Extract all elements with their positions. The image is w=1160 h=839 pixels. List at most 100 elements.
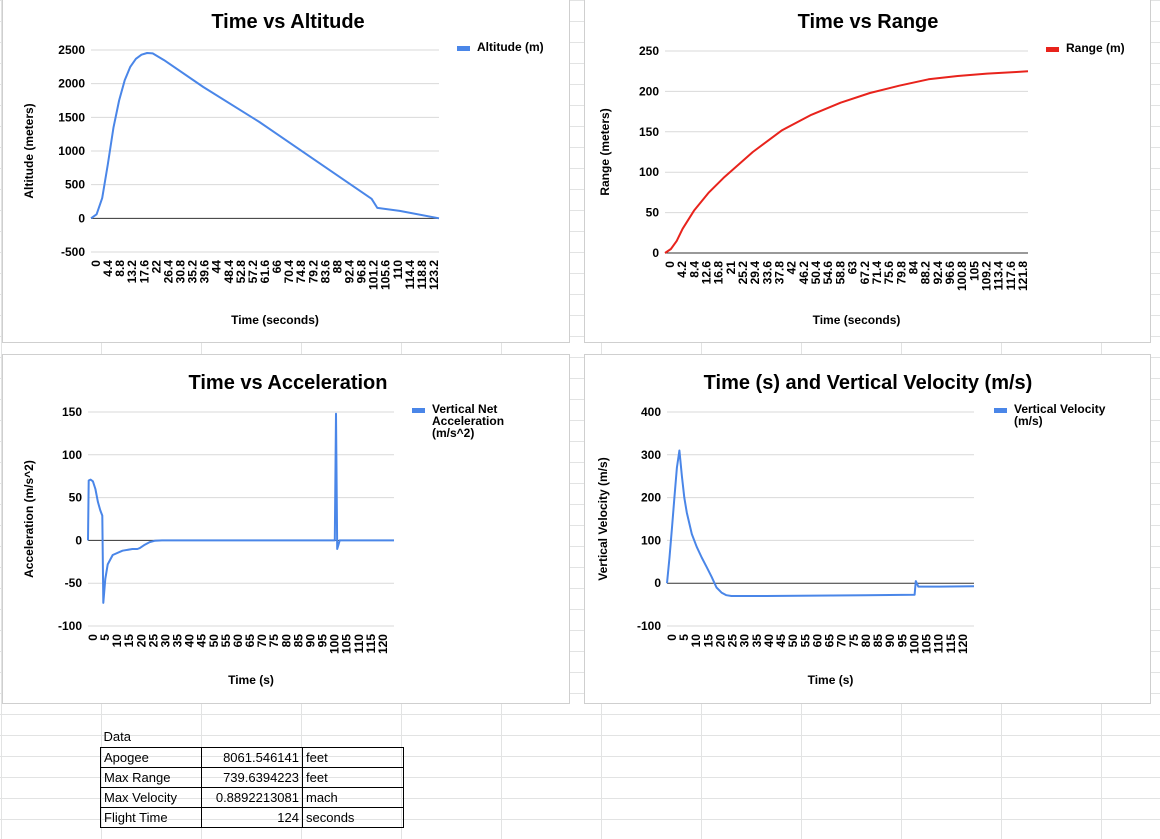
x-tick-label: 118.8 — [415, 260, 429, 290]
y-tick-label: 2500 — [58, 43, 85, 57]
x-tick-label: 123.2 — [427, 260, 441, 290]
legend-label: Range (m) — [1066, 41, 1125, 55]
y-tick-label: -100 — [637, 619, 661, 633]
flight-time-value[interactable]: 124 — [201, 806, 303, 828]
x-tick-label: 100 — [328, 634, 342, 654]
x-tick-label: 65 — [823, 634, 837, 648]
x-tick-label: 79.2 — [306, 260, 320, 284]
legend-swatch — [1046, 47, 1059, 52]
x-tick-label: 83.6 — [318, 260, 332, 284]
max-velocity-label[interactable]: Max Velocity — [100, 786, 202, 808]
x-tick-label: 25.2 — [736, 261, 750, 285]
y-tick-label: -100 — [58, 619, 82, 633]
x-tick-label: 25 — [146, 634, 160, 648]
x-tick-label: 12.6 — [700, 261, 714, 285]
legend-swatch — [994, 408, 1007, 413]
x-tick-label: 114.4 — [403, 260, 417, 290]
x-tick-label: 37.8 — [773, 261, 787, 285]
data-table: Data Apogee 8061.546141 feet Max Range 7… — [100, 727, 404, 828]
x-tick-label: 65 — [243, 634, 257, 648]
x-tick-label: 17.6 — [137, 260, 151, 284]
x-tick-label: 48.4 — [222, 260, 236, 284]
x-tick-label: 74.8 — [294, 260, 308, 284]
y-tick-label: 200 — [641, 491, 661, 505]
table-header[interactable]: Data — [103, 729, 131, 745]
x-tick-label: 92.4 — [343, 260, 357, 284]
table-row: Apogee 8061.546141 feet — [100, 746, 404, 768]
velocity-chart[interactable]: Time (s) and Vertical Velocity (m/s) -100… — [584, 354, 1151, 704]
legend-label-line: (m/s^2) — [432, 426, 474, 440]
x-tick-label: 29.4 — [748, 261, 762, 285]
x-tick-label: 100.8 — [955, 261, 969, 291]
x-tick-label: 21 — [724, 261, 738, 275]
x-tick-label: 85 — [291, 634, 305, 648]
altitude-chart[interactable]: Time vs Altitude -500 0 500 1000 1500 2000 2500… — [2, 0, 570, 343]
x-tick-label: 46.2 — [797, 261, 811, 285]
x-tick-label: 39.6 — [198, 260, 212, 284]
flight-time-unit[interactable]: seconds — [302, 806, 404, 828]
x-tick-label: 120 — [376, 634, 390, 654]
y-axis-title: Altitude (meters) — [22, 103, 36, 198]
x-tick-label: 15 — [122, 634, 136, 648]
y-tick-label: 400 — [641, 405, 661, 419]
series-line-vertical-net-acceleration-m-s-2 — [87, 412, 394, 604]
x-tick-label: 25 — [726, 634, 740, 648]
x-axis-title: Time (seconds) — [231, 313, 319, 327]
apogee-value[interactable]: 8061.546141 — [201, 746, 303, 768]
acceleration-chart[interactable]: Time vs Acceleration -100 -50 0 50 100 150 0 5 10… — [2, 354, 570, 704]
flight-time-label[interactable]: Flight Time — [100, 806, 202, 828]
x-tick-label: 42 — [785, 261, 799, 275]
x-tick-label: 67.2 — [858, 261, 872, 285]
x-tick-label: 20 — [713, 634, 727, 648]
y-tick-label: 100 — [641, 533, 661, 547]
y-tick-label: 300 — [641, 448, 661, 462]
legend-label-line: Vertical Velocity — [1014, 402, 1106, 416]
altitude-chart-svg: Time vs Altitude -500 0 500 1000 1500 2000 2500… — [22, 11, 544, 327]
y-tick-label: 200 — [639, 84, 659, 98]
legend-swatch — [412, 408, 425, 413]
apogee-unit[interactable]: feet — [302, 746, 404, 768]
max-range-unit[interactable]: feet — [302, 766, 404, 788]
x-tick-label: 45 — [195, 634, 209, 648]
x-tick-label: 110 — [932, 634, 946, 654]
x-axis-title: Time (seconds) — [813, 313, 901, 327]
x-tick-label: 13.2 — [125, 260, 139, 284]
range-chart[interactable]: Time vs Range 0 50 100 150 200 250 0 4.2 8.4 12.6 1… — [584, 0, 1151, 343]
x-tick-label: 100 — [907, 634, 921, 654]
table-cell[interactable] — [303, 727, 404, 747]
x-tick-label: 50 — [207, 634, 221, 648]
acceleration-chart-svg: Time vs Acceleration-100-500501001500510… — [22, 372, 504, 687]
x-tick-label: 58.8 — [833, 261, 847, 285]
y-tick-label: 500 — [65, 178, 85, 192]
x-tick-label: 115 — [944, 634, 958, 654]
x-tick-label: 63 — [846, 261, 860, 275]
x-tick-label: 52.8 — [234, 260, 248, 284]
apogee-label[interactable]: Apogee — [100, 746, 202, 768]
x-tick-label: 121.8 — [1016, 261, 1030, 291]
x-tick-label: 40 — [183, 634, 197, 648]
max-velocity-unit[interactable]: mach — [302, 786, 404, 808]
max-range-label[interactable]: Max Range — [100, 766, 202, 788]
x-axis-title: Time (s) — [808, 673, 854, 687]
x-tick-label: 5 — [98, 634, 112, 641]
table-row: Flight Time 124 seconds — [100, 806, 404, 828]
x-tick-label: 55 — [219, 634, 233, 648]
chart-title: Time vs Altitude — [211, 11, 364, 33]
y-tick-label: -500 — [61, 245, 85, 259]
x-tick-label: 66 — [270, 260, 284, 274]
legend-swatch — [457, 46, 470, 51]
x-tick-label: 90 — [883, 634, 897, 648]
x-tick-label: 61.6 — [258, 260, 272, 284]
x-tick-label: 54.6 — [821, 261, 835, 285]
x-tick-label: 10 — [110, 634, 124, 648]
x-tick-label: 80 — [859, 634, 873, 648]
x-tick-label: 75 — [847, 634, 861, 648]
legend-label: Vertical Net Acceleration (m/s^2) — [432, 402, 504, 440]
max-range-value[interactable]: 739.6394223 — [201, 766, 303, 788]
x-tick-label: 80 — [279, 634, 293, 648]
legend-label-line: Vertical Net — [432, 402, 497, 416]
table-cell[interactable] — [202, 727, 303, 747]
max-velocity-value[interactable]: 0.8892213081 — [201, 786, 303, 808]
x-tick-label: 70 — [835, 634, 849, 648]
x-tick-label: 105 — [967, 261, 981, 281]
